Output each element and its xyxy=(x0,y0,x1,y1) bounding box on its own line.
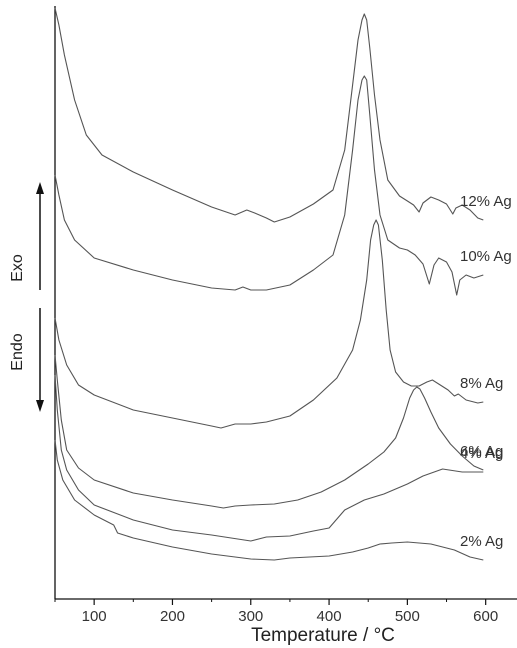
curve-label: 8% Ag xyxy=(460,375,503,392)
curve-label: 6% Ag xyxy=(460,443,503,460)
exo-label: Exo xyxy=(9,254,26,282)
curve-4 xyxy=(54,354,484,509)
x-tick-label: 200 xyxy=(160,608,185,625)
curve-labels: 12% Ag 10% Ag 8% Ag 6% Ag4% Ag 2% Ag xyxy=(460,193,512,550)
curve-5 xyxy=(54,374,484,542)
curve-label: 12% Ag xyxy=(460,193,512,210)
curves xyxy=(54,7,484,561)
x-tick-label: 500 xyxy=(395,608,420,625)
curve-label: 2% Ag xyxy=(460,533,503,550)
endo-arrow-head xyxy=(36,400,44,412)
curve-label: 4% Ag xyxy=(460,445,503,462)
exo-endo-indicator: Exo Endo xyxy=(9,182,44,412)
x-tick-label: 400 xyxy=(317,608,342,625)
curve-1 xyxy=(54,7,484,223)
x-tick-label: 100 xyxy=(82,608,107,625)
curve-3 xyxy=(54,219,484,429)
curve-2 xyxy=(54,75,484,296)
x-tick-label: 300 xyxy=(238,608,263,625)
x-axis-title: Temperature / °C xyxy=(251,625,395,646)
curve-label: 10% Ag xyxy=(460,248,512,265)
exo-arrow-head xyxy=(36,182,44,194)
x-tick-label: 600 xyxy=(473,608,498,625)
endo-label: Endo xyxy=(9,333,26,370)
x-axis-ticks xyxy=(54,599,487,605)
x-tick-labels: 100 200 300 400 500 600 xyxy=(82,608,499,625)
plot-frame xyxy=(54,6,517,600)
curve-6 xyxy=(54,439,484,561)
